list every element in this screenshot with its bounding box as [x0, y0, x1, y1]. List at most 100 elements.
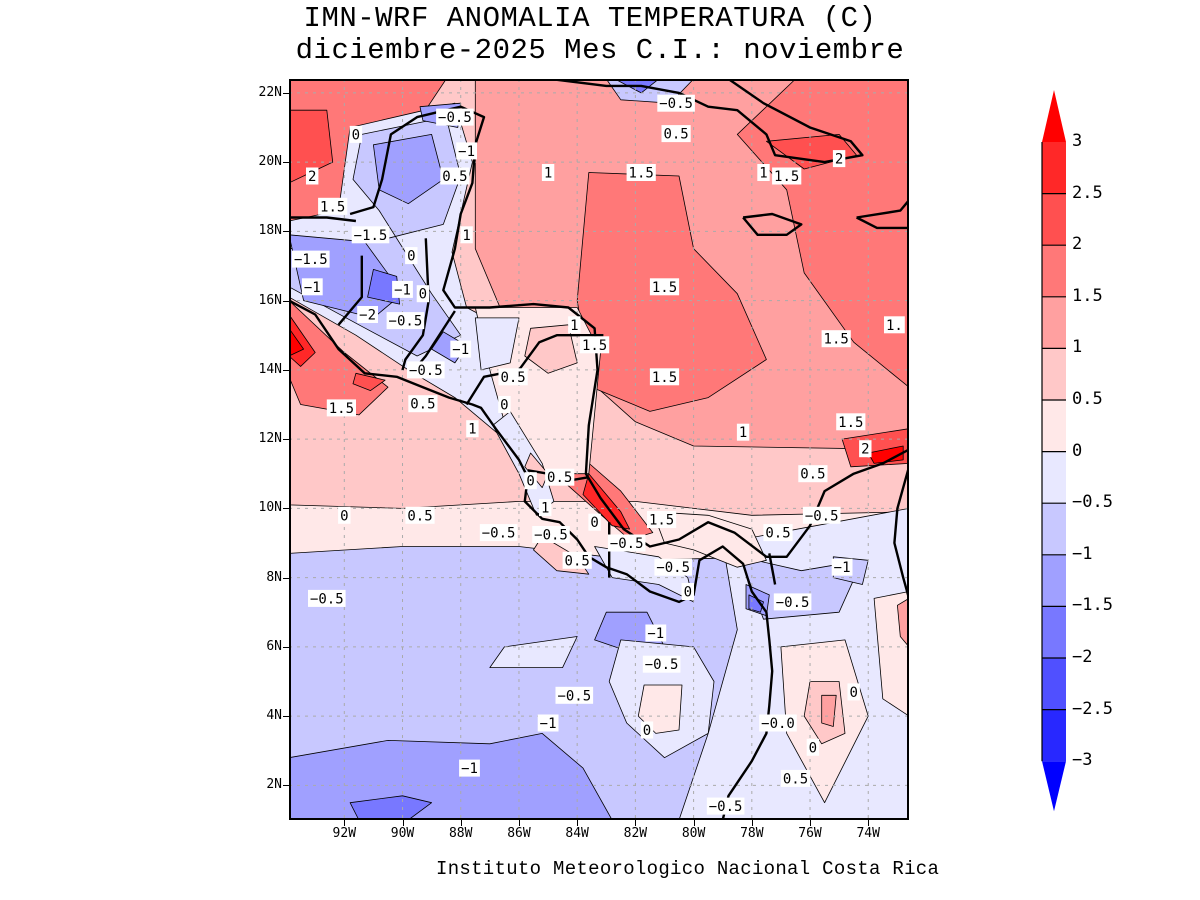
- colorbar: [1041, 90, 1066, 812]
- svg-text:0: 0: [684, 585, 692, 601]
- coastline: [337, 255, 363, 326]
- anomaly-region: [524, 324, 578, 374]
- lat-tick: [283, 577, 289, 579]
- contour-label: 0: [524, 472, 537, 490]
- anomaly-region: [289, 733, 613, 820]
- svg-text:0.5: 0.5: [500, 370, 525, 386]
- svg-text:−0.0: −0.0: [761, 716, 795, 732]
- contour-label: 0.5: [798, 465, 828, 483]
- contour-label: −1: [456, 142, 477, 160]
- coastline: [289, 216, 357, 223]
- svg-text:−0.5: −0.5: [709, 799, 743, 815]
- svg-text:−0.5: −0.5: [409, 363, 443, 379]
- svg-text:1.5: 1.5: [582, 338, 607, 354]
- contour-label: −0.5: [642, 655, 681, 673]
- contour-label: 0: [498, 396, 511, 414]
- svg-text:0: 0: [643, 723, 651, 739]
- coastline: [856, 199, 909, 230]
- contour-label: 0: [640, 721, 654, 739]
- svg-text:1.5: 1.5: [774, 169, 799, 185]
- svg-text:−0.5: −0.5: [776, 595, 810, 611]
- colorbar-segment: [1042, 193, 1066, 246]
- chart-title: IMN-WRF ANOMALIA TEMPERATURA (C): [303, 2, 877, 35]
- svg-text:1.: 1.: [886, 318, 903, 334]
- contour-label: 1: [736, 423, 750, 441]
- svg-text:0: 0: [590, 515, 598, 531]
- colorbar-segment: [1042, 606, 1066, 658]
- anomaly-region: [367, 268, 400, 305]
- lon-tick-label: 76W: [798, 826, 822, 841]
- contour-label: 1.5: [318, 197, 348, 215]
- svg-text:−0.5: −0.5: [482, 526, 516, 542]
- contour-label: −0.5: [407, 361, 445, 379]
- lon-tick-label: 86W: [507, 826, 531, 841]
- svg-text:−1: −1: [452, 342, 469, 358]
- colorbar-label: −2: [1072, 647, 1093, 667]
- contour-label: 0.5: [498, 368, 528, 386]
- svg-text:−0.5: −0.5: [805, 508, 839, 524]
- lon-tick-label: 80W: [681, 826, 706, 841]
- lat-tick-label: 10N: [258, 500, 282, 516]
- svg-text:0.5: 0.5: [663, 127, 688, 143]
- lat-tick: [283, 439, 289, 441]
- svg-text:1.5: 1.5: [652, 280, 677, 296]
- svg-text:−0.5: −0.5: [610, 536, 644, 552]
- lon-tick-label: 82W: [623, 826, 648, 841]
- contour-label: 0: [338, 506, 351, 524]
- anomaly-region: [373, 134, 444, 205]
- anomaly-region: [349, 795, 433, 820]
- credit-text: Instituto Meteorologico Nacional Costa R…: [436, 858, 940, 880]
- svg-text:1.5: 1.5: [329, 401, 354, 417]
- svg-text:−0.5: −0.5: [557, 688, 591, 704]
- colorbar-segment: [1042, 296, 1066, 349]
- colorbar-segment: [1042, 245, 1066, 297]
- contour-label: −0.5: [308, 589, 346, 607]
- colorbar-segment: [1042, 709, 1066, 762]
- lon-tick-label: 74W: [856, 826, 880, 841]
- svg-text:0: 0: [526, 474, 534, 490]
- contour-label: 1.5: [626, 164, 656, 182]
- lat-tick-label: 8N: [266, 569, 282, 585]
- contour-label: 1: [460, 226, 473, 244]
- lat-tick-label: 20N: [258, 154, 282, 170]
- anomaly-region: [289, 314, 316, 367]
- contour-label: 0: [349, 125, 363, 143]
- contour-labels: 0−0.5−1−0.50.521.50.5 1 1.5 1 1.52−1.5 1−1.5 0…: [292, 94, 905, 815]
- lat-tick: [283, 300, 289, 302]
- colorbar-segment: [1042, 400, 1066, 452]
- contour-label: 0.5: [562, 551, 592, 569]
- svg-text:−0.5: −0.5: [659, 96, 693, 112]
- lon-tick: [868, 820, 870, 826]
- svg-text:1: 1: [759, 166, 767, 182]
- svg-text:−1: −1: [647, 626, 664, 642]
- svg-text:1: 1: [570, 318, 578, 334]
- lon-tick: [810, 820, 812, 826]
- contour-label: −0.5: [607, 534, 646, 552]
- svg-text:−0.5: −0.5: [656, 560, 690, 576]
- contour-label: 1.5: [580, 336, 610, 354]
- svg-text:1.5: 1.5: [649, 513, 674, 529]
- svg-text:2: 2: [308, 169, 316, 185]
- svg-text:1: 1: [468, 422, 476, 438]
- lon-tick: [635, 820, 637, 826]
- svg-text:0: 0: [340, 508, 348, 524]
- contour-label: −1: [645, 624, 667, 642]
- svg-text:0: 0: [500, 398, 508, 414]
- coastline: [289, 299, 774, 820]
- contour-label: 0.5: [405, 506, 435, 524]
- lon-tick: [402, 820, 404, 826]
- colorbar-segment: [1042, 142, 1066, 194]
- lat-tick: [283, 508, 289, 510]
- contour-label: 0.5: [408, 395, 438, 413]
- lon-tick-label: 92W: [332, 826, 357, 841]
- contour-label: −0.5: [532, 526, 570, 544]
- svg-text:0: 0: [419, 287, 427, 303]
- svg-text:−0.5: −0.5: [645, 657, 679, 673]
- contour-label: −1.5: [292, 250, 330, 268]
- lat-tick-label: 18N: [258, 223, 282, 239]
- colorbar-label: 2.5: [1072, 182, 1103, 203]
- colorbar-label: 1.5: [1072, 285, 1103, 306]
- lat-tick-label: 16N: [258, 292, 282, 308]
- svg-text:1: 1: [739, 425, 747, 441]
- svg-text:2: 2: [861, 442, 869, 458]
